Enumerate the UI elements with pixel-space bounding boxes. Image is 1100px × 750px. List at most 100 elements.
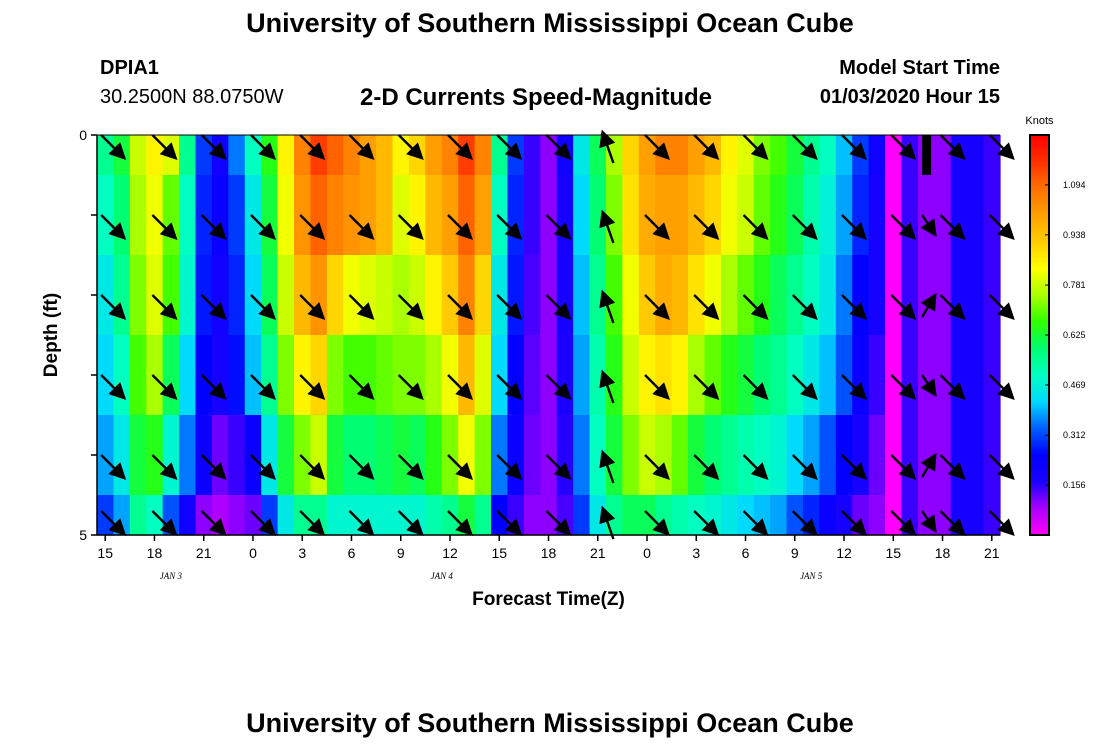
current-vector-arrow bbox=[742, 134, 769, 160]
heatmap-cell bbox=[540, 255, 558, 336]
current-vector-arrow bbox=[742, 510, 769, 536]
heatmap-cell bbox=[408, 415, 426, 496]
current-vector-arrow bbox=[890, 294, 917, 320]
current-vector-arrow bbox=[920, 510, 937, 533]
current-vector-arrow bbox=[791, 510, 818, 536]
heatmap-cell bbox=[540, 415, 558, 496]
current-vector-arrow bbox=[644, 374, 670, 400]
heatmap-cell bbox=[967, 135, 985, 176]
heatmap-cell bbox=[376, 255, 394, 336]
current-vector-arrow bbox=[100, 214, 127, 240]
current-vectors bbox=[100, 129, 1015, 540]
heatmap-cell bbox=[458, 335, 476, 416]
heatmap-cell bbox=[540, 495, 558, 536]
heatmap-cell bbox=[819, 335, 837, 416]
current-vector-arrow bbox=[693, 134, 720, 160]
heatmap-cell bbox=[474, 175, 492, 256]
heatmap-cell bbox=[917, 255, 935, 336]
heatmap-cell bbox=[244, 255, 262, 336]
heatmap-cell bbox=[573, 255, 591, 336]
heatmap-cell bbox=[474, 415, 492, 496]
heatmap-cell bbox=[392, 335, 410, 416]
heatmap-cell bbox=[162, 335, 180, 416]
heatmap-cell bbox=[129, 415, 147, 496]
current-vector-arrow bbox=[545, 510, 572, 536]
heatmap-cell bbox=[622, 175, 640, 256]
heatmap-cell bbox=[277, 415, 295, 496]
current-vector-arrow bbox=[397, 454, 424, 480]
heatmap-cell bbox=[146, 495, 164, 536]
heatmap-cell bbox=[359, 175, 377, 256]
heatmap-cell bbox=[589, 415, 607, 496]
heatmap-cell bbox=[885, 175, 903, 256]
heatmap-cell bbox=[343, 135, 361, 176]
heatmap-cell bbox=[507, 255, 525, 336]
heatmap-cell bbox=[671, 495, 689, 536]
station-coords: 30.2500N 88.0750W bbox=[100, 86, 284, 108]
heatmap-cell bbox=[326, 255, 344, 336]
currents-heatmap-chart: Depth (ft) Forecast Time(Z) 0 5 15 18 21 0 3 6 9… bbox=[41, 115, 1086, 610]
heatmap-cell bbox=[179, 175, 197, 256]
current-vector-arrow bbox=[841, 134, 867, 160]
heatmap-cell bbox=[967, 255, 985, 336]
heatmap-cell bbox=[720, 175, 738, 256]
current-vector-arrow bbox=[151, 510, 178, 536]
colorbar-tick-label: 0.469 bbox=[1063, 380, 1086, 390]
x-tick-label: 0 bbox=[249, 545, 257, 561]
current-vector-arrow bbox=[299, 374, 326, 400]
current-vector-arrow bbox=[939, 374, 966, 400]
heatmap-cell bbox=[688, 415, 706, 496]
heatmap-cell bbox=[983, 175, 1001, 256]
heatmap-cell bbox=[835, 175, 853, 256]
heatmap-cell bbox=[474, 495, 492, 536]
heatmap-cell bbox=[901, 415, 919, 496]
heatmap-cell bbox=[359, 335, 377, 416]
current-vector-arrow bbox=[496, 510, 523, 536]
heatmap-cell bbox=[343, 335, 361, 416]
heatmap-cell bbox=[934, 495, 952, 536]
heatmap-cell bbox=[425, 495, 443, 536]
heatmap-cell bbox=[688, 335, 706, 416]
heatmap-cell bbox=[852, 415, 870, 496]
heatmap-cell bbox=[671, 135, 689, 176]
x-tick-label: 18 bbox=[147, 545, 163, 561]
heatmap-cell bbox=[97, 415, 115, 496]
heatmap-cell bbox=[770, 135, 788, 176]
heatmap-cell bbox=[491, 175, 509, 256]
heatmap-cell bbox=[277, 495, 295, 536]
current-vector-arrow bbox=[200, 134, 227, 160]
heatmap-cell bbox=[934, 175, 952, 256]
current-vector-arrow bbox=[841, 510, 867, 536]
heatmap-cell bbox=[589, 335, 607, 416]
current-vector-arrow bbox=[151, 454, 178, 480]
x-tick-label: 15 bbox=[97, 545, 113, 561]
x-tick-label: 12 bbox=[442, 545, 458, 561]
heatmap-cell bbox=[688, 495, 706, 536]
heatmap-cell bbox=[737, 255, 755, 336]
heatmap-cell bbox=[967, 415, 985, 496]
x-tick-label: 0 bbox=[643, 545, 651, 561]
current-vector-arrow bbox=[841, 294, 867, 320]
heatmap-cell bbox=[326, 335, 344, 416]
heatmap-cell bbox=[343, 175, 361, 256]
heatmap-cell bbox=[326, 415, 344, 496]
date-label: JAN 4 bbox=[431, 571, 454, 581]
heatmap-cell bbox=[983, 335, 1001, 416]
current-vector-arrow bbox=[496, 134, 523, 160]
heatmap-cell bbox=[753, 175, 771, 256]
heatmap-cell bbox=[294, 495, 312, 536]
current-vector-arrow bbox=[151, 214, 178, 240]
heatmap-cell bbox=[113, 495, 131, 536]
x-tick-label: 6 bbox=[742, 545, 750, 561]
heatmap-cell bbox=[671, 175, 689, 256]
heatmap-cell bbox=[113, 255, 131, 336]
current-vector-arrow bbox=[693, 294, 720, 320]
heatmap-cell bbox=[211, 175, 229, 256]
heatmap-cell bbox=[983, 135, 1001, 176]
heatmap-cell bbox=[195, 495, 213, 536]
heatmap-cell bbox=[605, 335, 623, 416]
heatmap-cell bbox=[671, 335, 689, 416]
heatmap-cell bbox=[474, 255, 492, 336]
heatmap-cell bbox=[310, 335, 328, 416]
heatmap-cell bbox=[655, 335, 673, 416]
